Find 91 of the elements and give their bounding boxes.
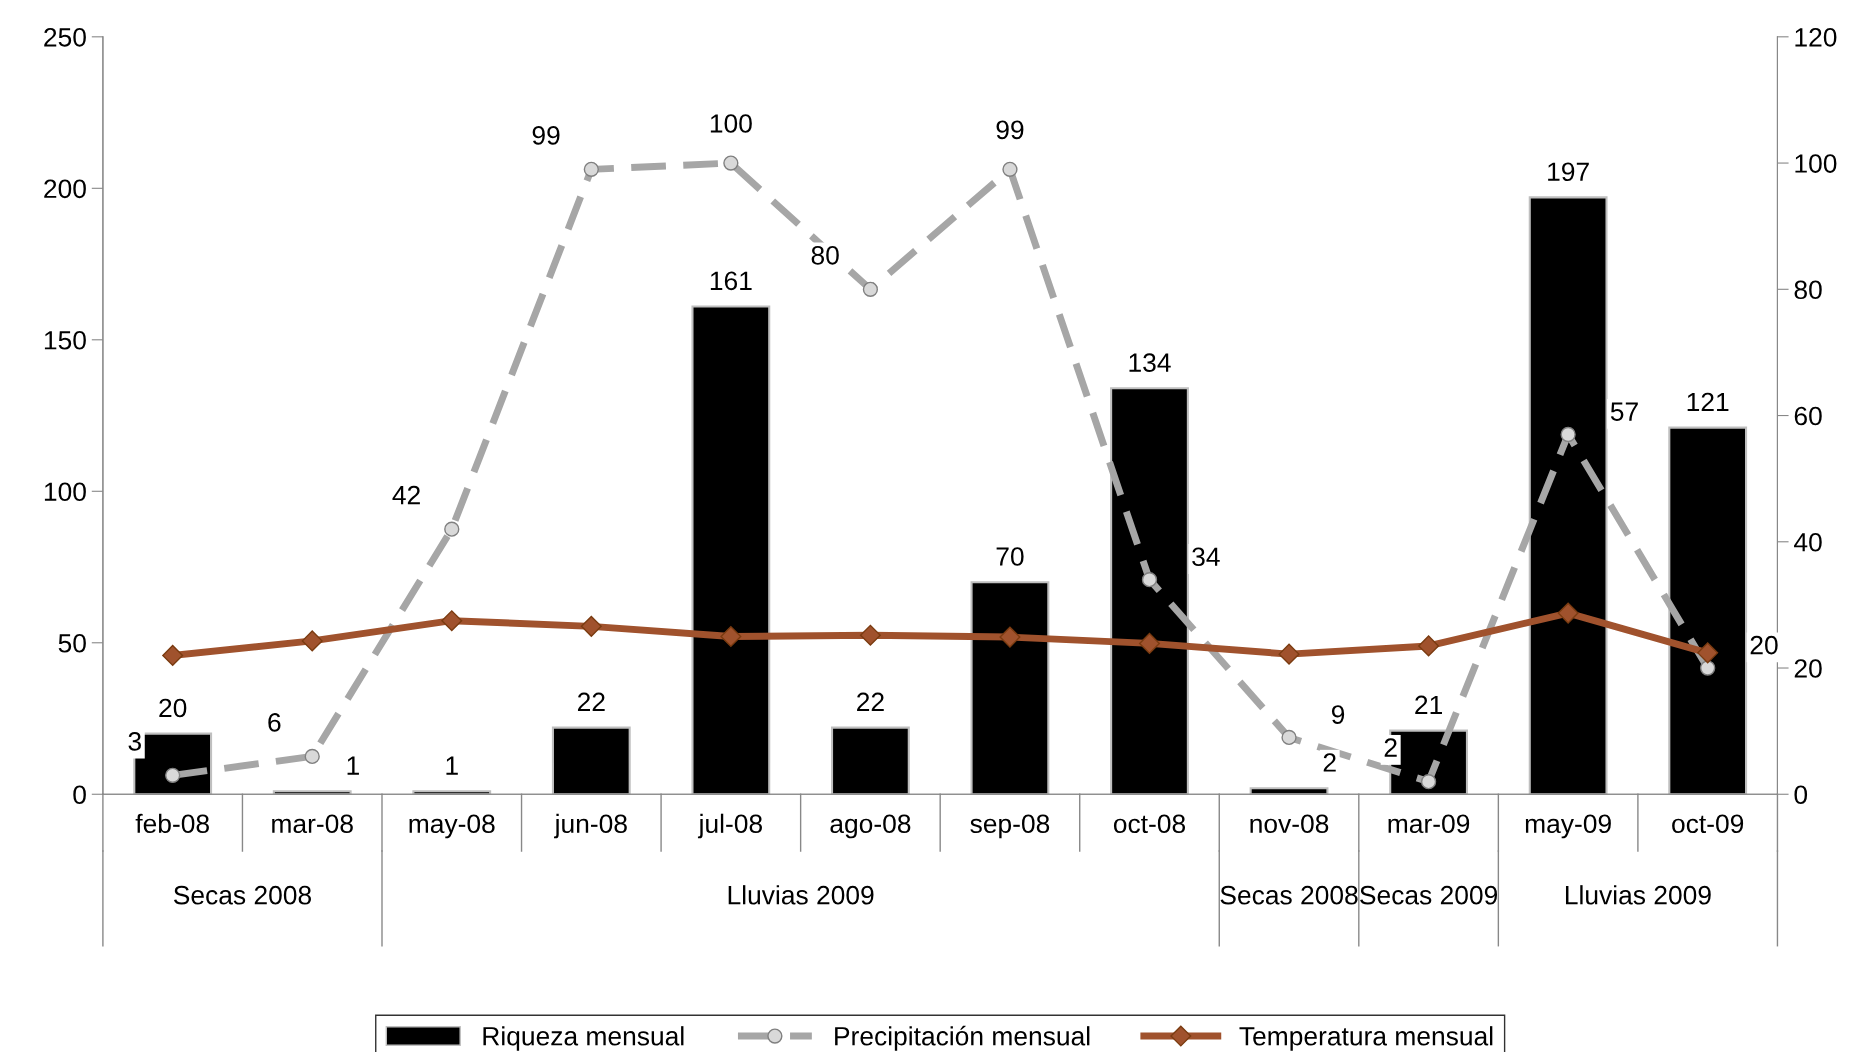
- y2-tick-label: 60: [1794, 406, 1822, 426]
- point: [1281, 729, 1297, 746]
- point: [859, 624, 881, 646]
- data-label: 6: [268, 713, 281, 732]
- data-label: 100: [710, 114, 752, 133]
- y-tick-label: 0: [73, 785, 86, 805]
- y-tick-label: 250: [44, 27, 86, 47]
- y2-tick-label: 0: [1794, 785, 1808, 805]
- point: [862, 281, 879, 297]
- y-tick-label: 150: [44, 330, 86, 350]
- x-tick-label: mar-09: [1388, 814, 1470, 834]
- data-label: 2: [1323, 753, 1336, 772]
- x-tick-label: may-09: [1525, 814, 1611, 839]
- point: [723, 155, 739, 171]
- x-tick-label: ago-08: [830, 814, 911, 839]
- text: Lluvias 2009: [728, 885, 874, 905]
- bar: [551, 726, 631, 795]
- point: [162, 644, 184, 666]
- legend-label: Precipitación mensual: [835, 1025, 1090, 1051]
- data-label: 9: [1331, 705, 1345, 724]
- text: Secas 2008: [173, 885, 311, 905]
- bar: [272, 790, 352, 795]
- data-label: 20: [159, 698, 187, 718]
- data-label: 1: [446, 756, 458, 775]
- bar: [970, 581, 1050, 795]
- point: [999, 626, 1021, 648]
- point: [1418, 635, 1440, 657]
- y2-tick-label: 100: [1795, 154, 1837, 173]
- data-label: 3: [128, 731, 141, 751]
- point: [1420, 773, 1437, 790]
- point: [1700, 660, 1716, 676]
- x-tick-label: feb-08: [135, 813, 209, 834]
- bar: [1110, 387, 1189, 795]
- x-tick-label: oct-08: [1113, 814, 1186, 834]
- point: [441, 610, 463, 632]
- data-label: 21: [1415, 695, 1442, 715]
- y2-tick-label: 80: [1794, 280, 1822, 300]
- data-label: 22: [577, 692, 605, 712]
- x-tick-label: nov-08: [1250, 814, 1329, 834]
- y2-tick-label: 120: [1795, 27, 1837, 47]
- x-tick-label: may-08: [409, 814, 495, 839]
- point: [1557, 602, 1579, 624]
- data-label: 2: [1384, 738, 1397, 757]
- point: [580, 615, 602, 637]
- y-tick-label: 50: [58, 633, 86, 653]
- legend-label: Temperatura mensual: [1239, 1026, 1493, 1051]
- data-label: 57: [1610, 402, 1638, 421]
- y-tick-label: 200: [44, 179, 86, 199]
- data-label: 161: [710, 271, 752, 291]
- x-tick-label: oct-09: [1672, 814, 1744, 834]
- point: [444, 521, 460, 537]
- y2-tick-label: 40: [1794, 532, 1822, 552]
- point: [301, 630, 323, 652]
- x-tick-label: sep-08: [970, 814, 1050, 839]
- point: [165, 767, 181, 783]
- legend-label: Riqueza mensual: [483, 1026, 684, 1051]
- point: [1278, 643, 1300, 665]
- point: [1141, 572, 1158, 588]
- x-tick-label: jul-08: [697, 813, 762, 839]
- bar: [830, 726, 910, 795]
- data-label: 99: [532, 126, 560, 145]
- data-label: 1: [347, 756, 359, 775]
- bar: [1528, 196, 1608, 795]
- bar: [1249, 787, 1329, 795]
- bar: [412, 790, 492, 795]
- point: [304, 748, 320, 765]
- bar: [691, 305, 771, 795]
- data-label: 121: [1687, 392, 1729, 412]
- data-label: 99: [996, 120, 1024, 140]
- text: Lluvias 2009: [1565, 885, 1711, 905]
- data-label: 22: [857, 692, 884, 712]
- point: [1002, 161, 1018, 178]
- bar: [1668, 426, 1748, 795]
- data-label: 70: [996, 547, 1024, 566]
- data-label: 80: [811, 245, 839, 265]
- x-tick-label: jun-08: [554, 813, 627, 839]
- data-label: 34: [1192, 547, 1220, 567]
- text: Secas 2009: [1360, 885, 1498, 905]
- point: [1697, 642, 1719, 664]
- point: [1138, 632, 1161, 654]
- data-label: 197: [1548, 162, 1589, 182]
- y-tick-label: 100: [44, 482, 86, 502]
- point: [720, 625, 742, 647]
- data-label: 20: [1750, 635, 1778, 655]
- point: [583, 161, 599, 178]
- point: [1560, 426, 1576, 443]
- data-label: 134: [1129, 353, 1171, 372]
- x-tick-label: mar-08: [272, 814, 353, 834]
- data-label: 42: [392, 485, 420, 505]
- y2-tick-label: 20: [1794, 659, 1822, 678]
- text: Secas 2008: [1220, 885, 1358, 905]
